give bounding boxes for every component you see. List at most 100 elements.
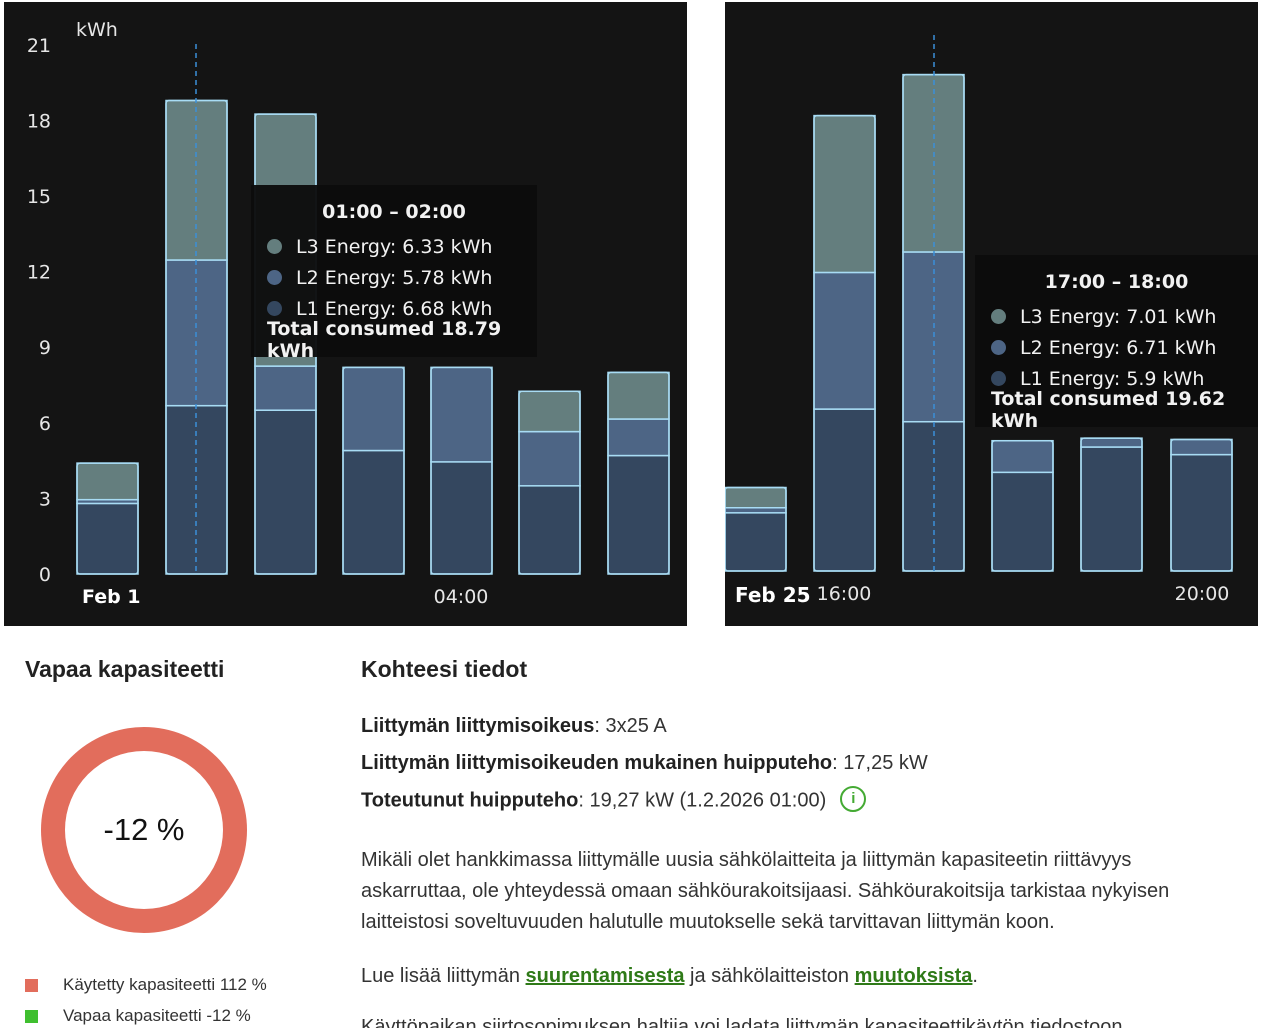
- chart-1-tooltip: 01:00 – 02:00 L3 Energy: 6.33 kWh L2 Ene…: [251, 185, 537, 362]
- c2-bar-3-l1: [991, 471, 1054, 572]
- y-tick-label: 18: [27, 110, 51, 132]
- link-suurentamisesta[interactable]: suurentamisesta: [525, 965, 685, 987]
- energy-chart-feb-25[interactable]: Feb 25 16:00 20:00 17:00 – 18:00 L3 Energy…: [725, 2, 1258, 626]
- c1-bar-2-l2: [254, 365, 317, 411]
- tooltip-l1-text: L1 Energy: 5.9 kWh: [1020, 367, 1205, 390]
- c1-bar-3-outline: [342, 366, 405, 575]
- read-more-pre: Lue lisää liittymän: [361, 965, 526, 987]
- tooltip-row-l3: L3 Energy: 7.01 kWh: [991, 301, 1242, 332]
- advice-paragraph: Mikäli olet hankkimassa liittymälle uusi…: [361, 849, 1170, 933]
- c1-bar-5-l3: [518, 390, 581, 433]
- l2-dot-icon: [991, 340, 1006, 355]
- y-tick-label: 12: [27, 262, 51, 284]
- connection-right-line: Liittymän liittymisoikeus: 3x25 A: [361, 715, 667, 738]
- tooltip-row-l2: L2 Energy: 6.71 kWh: [991, 332, 1242, 363]
- tooltip-row-l1: L1 Energy: 6.68 kWh: [267, 293, 521, 324]
- capacity-value: -12 %: [65, 751, 223, 909]
- c1-bar-4-outline: [430, 366, 493, 575]
- c2-bar-0-l3: [725, 486, 787, 509]
- c1-bar-0-l1: [76, 502, 139, 575]
- c1-bar-5-outline: [518, 390, 581, 575]
- peak-power-right-line: Liittymän liittymisoikeuden mukainen hui…: [361, 752, 928, 775]
- line2-value: : 17,25 kW: [832, 752, 928, 774]
- tooltip-total: Total consumed 19.62 kWh: [991, 387, 1226, 432]
- c1-bar-6-l2: [607, 418, 670, 457]
- l1-dot-icon: [267, 301, 282, 316]
- x-label-time-first: 16:00: [817, 583, 872, 605]
- free-square-icon: [25, 1009, 38, 1023]
- x-label-date: Feb 1: [82, 586, 141, 608]
- c1-bar-0-outline: [76, 462, 139, 575]
- tooltip-time: 01:00 – 02:00: [322, 201, 466, 223]
- c2-bar-5-outline: [1170, 438, 1233, 572]
- c1-bar-5-l1: [518, 485, 581, 575]
- tooltip-l3-text: L3 Energy: 6.33 kWh: [296, 235, 493, 258]
- tooltip-row-l1: L1 Energy: 5.9 kWh: [991, 363, 1242, 394]
- legend-free-label: Vapaa kapasiteetti -12 %: [63, 1006, 251, 1025]
- cut-off-paragraph: Käyttöpaikan siirtosopimuksen haltija vo…: [361, 1016, 1123, 1028]
- y-tick-label: 6: [39, 413, 51, 435]
- c1-bar-6-l3: [607, 371, 670, 420]
- l3-dot-icon: [991, 309, 1006, 324]
- x-label-time: 04:00: [434, 586, 489, 608]
- read-more-paragraph: Lue lisää liittymän suurentamisesta ja s…: [361, 961, 1241, 992]
- line1-value: : 3x25 A: [594, 715, 667, 737]
- y-tick-label: 3: [39, 488, 51, 510]
- y-tick-label: 21: [27, 35, 51, 57]
- l3-dot-icon: [267, 239, 282, 254]
- tooltip-total: Total consumed 18.79 kWh: [267, 317, 502, 362]
- c2-bar-3-outline: [991, 439, 1054, 572]
- c2-bar-5-l1: [1170, 453, 1233, 572]
- tooltip-l2-text: L2 Energy: 5.78 kWh: [296, 266, 493, 289]
- tooltip-l2-text: L2 Energy: 6.71 kWh: [1020, 336, 1217, 359]
- c2-bar-3-l2: [991, 439, 1054, 474]
- c2-bar-0-l2: [725, 507, 787, 514]
- energy-chart-feb-1[interactable]: 21 18 15 12 9 6 3 0 kWh Feb 1 04:00 01:00 – 02:00 …: [4, 2, 687, 626]
- read-more-post: .: [972, 965, 978, 987]
- line3-label: Toteutunut huipputeho: [361, 789, 579, 812]
- c1-bar-3-l1: [342, 449, 405, 575]
- c1-bar-4-l1: [430, 461, 493, 575]
- c2-bar-4-l1: [1080, 446, 1143, 572]
- info-title: Kohteesi tiedot: [361, 656, 528, 682]
- c2-bar-4-l2: [1080, 437, 1143, 448]
- y-tick-label: 0: [39, 564, 51, 586]
- c1-bar-3-l2: [342, 366, 405, 452]
- tooltip-row-l3: L3 Energy: 6.33 kWh: [267, 231, 521, 262]
- info-icon[interactable]: i: [840, 786, 867, 812]
- c1-bar-5-l2: [518, 430, 581, 487]
- y-tick-label: 15: [27, 186, 51, 208]
- c2-bar-5-l2: [1170, 438, 1233, 456]
- c1-bar-2-l1: [254, 409, 317, 575]
- l2-dot-icon: [267, 270, 282, 285]
- legend-used: Käytetty kapasiteetti 112 %: [25, 975, 267, 995]
- unit-label: kWh: [76, 19, 118, 41]
- legend-free: Vapaa kapasiteetti -12 %: [25, 1006, 251, 1026]
- line2-label: Liittymän liittymisoikeuden mukainen hui…: [361, 752, 833, 774]
- l1-dot-icon: [991, 371, 1006, 386]
- link-muutoksista[interactable]: muutoksista: [854, 965, 973, 987]
- c1-bar-6-l1: [607, 454, 670, 575]
- c2-bar-0-outline: [725, 486, 787, 572]
- c2-bar-1-outline: [813, 114, 876, 572]
- x-label-time-last: 20:00: [1175, 583, 1230, 605]
- c1-bar-4-l2: [430, 366, 493, 463]
- c1-bar-0-l3: [76, 462, 139, 501]
- y-tick-label: 9: [39, 337, 51, 359]
- c2-bar-1-l1: [813, 408, 876, 572]
- tooltip-l1-text: L1 Energy: 6.68 kWh: [296, 297, 493, 320]
- line1-label: Liittymän liittymisoikeus: [361, 715, 595, 737]
- c2-bar-0-l1: [725, 512, 787, 572]
- line3-value: : 19,27 kW (1.2.2026 01:00): [578, 789, 827, 812]
- c2-bar-1-l3: [813, 114, 876, 274]
- tooltip-l3-text: L3 Energy: 7.01 kWh: [1020, 305, 1217, 328]
- capacity-title: Vapaa kapasiteetti: [25, 656, 225, 682]
- chart-2-plot[interactable]: Feb 25 16:00 20:00: [725, 2, 1258, 626]
- tooltip-time: 17:00 – 18:00: [1044, 271, 1189, 293]
- capacity-donut-chart: -12 %: [41, 727, 247, 933]
- c2-bar-4-outline: [1080, 437, 1143, 572]
- c1-bar-6-outline: [607, 371, 670, 575]
- legend-used-label: Käytetty kapasiteetti 112 %: [63, 975, 267, 994]
- c2-bar-1-l2: [813, 271, 876, 410]
- tooltip-row-l2: L2 Energy: 5.78 kWh: [267, 262, 521, 293]
